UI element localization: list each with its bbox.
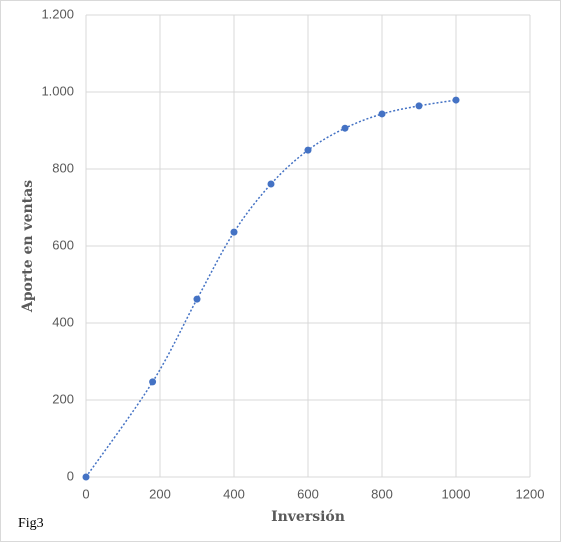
x-tick-label: 200 [149, 486, 171, 501]
x-tick-label: 800 [371, 486, 393, 501]
point [341, 124, 349, 132]
y-tick-label: 1.000 [41, 83, 74, 98]
y-tick-label: 800 [52, 160, 74, 175]
y-tick-label: 0 [67, 468, 74, 483]
x-tick-label: 0 [82, 486, 89, 501]
point [304, 146, 312, 154]
point [230, 228, 238, 236]
point [82, 473, 90, 481]
y-axis-label: Aporte en ventas [20, 180, 36, 313]
y-tick-label: 200 [52, 391, 74, 406]
x-tick-label: 1000 [442, 486, 471, 501]
x-tick-label: 400 [223, 486, 245, 501]
point [267, 180, 275, 188]
point [452, 96, 460, 104]
point [149, 378, 157, 386]
y-tick-label: 400 [52, 314, 74, 329]
trendline [85, 99, 457, 478]
point [415, 102, 423, 110]
caption: Fig3 [18, 516, 44, 531]
point [378, 110, 386, 118]
x-tick-label: 1200 [516, 486, 545, 501]
y-tick-label: 600 [52, 237, 74, 252]
x-tick-label: 600 [297, 486, 319, 501]
point [193, 295, 201, 303]
y-tick-label: 1.200 [41, 6, 74, 21]
x-axis-label: Inversión [271, 509, 345, 525]
